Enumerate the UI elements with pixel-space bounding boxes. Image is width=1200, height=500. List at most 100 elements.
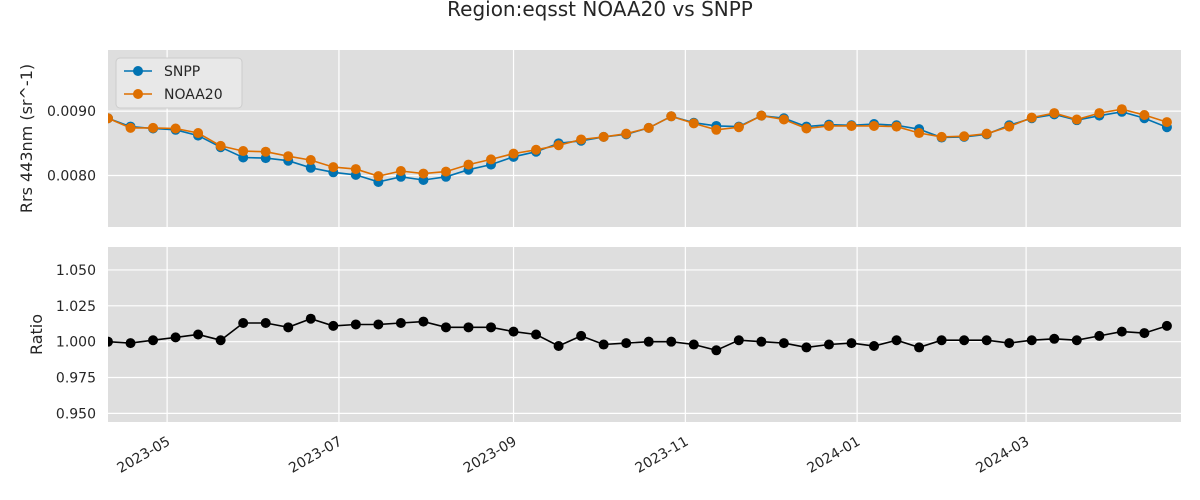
- data-point: [959, 335, 970, 346]
- data-point: [914, 342, 925, 353]
- data-point: [891, 121, 902, 132]
- data-point: [260, 146, 271, 157]
- y-tick-label: 0.0080: [47, 169, 96, 185]
- data-point: [666, 111, 677, 122]
- data-point: [283, 322, 294, 333]
- data-point: [373, 171, 384, 182]
- data-point: [305, 313, 316, 324]
- y-tick-label: 0.950: [56, 406, 96, 422]
- series-layer: [108, 104, 1172, 187]
- data-point: [576, 134, 587, 145]
- plot-area: [108, 247, 1181, 422]
- data-point: [328, 162, 339, 173]
- legend-marker: [133, 89, 143, 99]
- data-point: [283, 151, 294, 162]
- data-point: [733, 122, 744, 133]
- data-point: [215, 335, 226, 346]
- data-point: [981, 128, 992, 139]
- data-point: [981, 335, 992, 346]
- data-point: [846, 338, 857, 349]
- plot-area: [108, 50, 1181, 227]
- data-point: [215, 140, 226, 151]
- y-tick-label: 0.0090: [47, 104, 96, 120]
- data-point: [418, 316, 429, 327]
- data-point: [553, 340, 564, 351]
- data-point: [531, 329, 542, 340]
- data-point: [1026, 112, 1037, 123]
- data-point: [108, 336, 113, 347]
- x-tick-label: 2024-01: [804, 434, 863, 477]
- legend-marker: [133, 66, 143, 76]
- data-point: [1139, 328, 1150, 339]
- data-point: [576, 330, 587, 341]
- x-tick-label: 2024-03: [973, 434, 1032, 477]
- data-point: [1026, 335, 1037, 346]
- data-point: [553, 140, 564, 151]
- data-point: [711, 124, 722, 135]
- data-point: [778, 114, 789, 125]
- data-point: [395, 166, 406, 177]
- data-point: [1161, 320, 1172, 331]
- data-point: [238, 146, 249, 157]
- data-point: [148, 335, 159, 346]
- data-point: [148, 122, 159, 133]
- data-point: [959, 131, 970, 142]
- x-tick-label: 2023-09: [461, 434, 520, 477]
- data-point: [869, 120, 880, 131]
- data-point: [869, 340, 880, 351]
- data-point: [508, 148, 519, 159]
- data-point: [823, 120, 834, 131]
- data-point: [914, 128, 925, 139]
- y-tick-label: 1.000: [56, 335, 96, 351]
- y-tick-label: 1.050: [56, 263, 96, 279]
- data-point: [440, 322, 451, 333]
- data-point: [305, 155, 316, 166]
- data-point: [108, 113, 113, 124]
- data-point: [418, 168, 429, 179]
- x-tick-label: 2023-07: [286, 434, 345, 477]
- data-point: [621, 338, 632, 349]
- data-point: [643, 336, 654, 347]
- data-point: [531, 144, 542, 155]
- data-point: [1139, 110, 1150, 121]
- series-layer: [108, 313, 1172, 356]
- data-point: [711, 345, 722, 356]
- data-point: [305, 162, 316, 173]
- ratio-panel: 0.950 0.975 1.000 1.025 1.050 2023-05 2023-07 2…: [27, 247, 1181, 477]
- data-point: [1116, 326, 1127, 337]
- data-point: [373, 319, 384, 330]
- data-point: [688, 339, 699, 350]
- data-point: [936, 131, 947, 142]
- data-point: [486, 154, 497, 165]
- data-point: [1071, 114, 1082, 125]
- data-point: [598, 339, 609, 350]
- data-point: [1049, 333, 1060, 344]
- data-point: [801, 342, 812, 353]
- data-point: [328, 320, 339, 331]
- data-point: [395, 318, 406, 329]
- data-point: [238, 318, 249, 329]
- data-point: [688, 118, 699, 129]
- data-point: [666, 336, 677, 347]
- data-point: [125, 338, 136, 349]
- data-point: [756, 336, 767, 347]
- y-axis-label: Rrs 443nm (sr^-1): [17, 64, 36, 213]
- data-point: [823, 339, 834, 350]
- data-point: [350, 164, 361, 175]
- data-point: [891, 335, 902, 346]
- data-point: [463, 159, 474, 170]
- data-point: [440, 166, 451, 177]
- legend-label: NOAA20: [164, 87, 223, 103]
- data-point: [1094, 330, 1105, 341]
- y-axis-label: Ratio: [27, 314, 46, 355]
- x-tick-label: 2023-11: [633, 434, 692, 477]
- data-point: [193, 329, 204, 340]
- data-point: [1049, 108, 1060, 119]
- y-tick-label: 1.025: [56, 299, 96, 315]
- y-tick-label: 0.975: [56, 371, 96, 387]
- data-point: [733, 335, 744, 346]
- data-point: [260, 318, 271, 329]
- data-point: [463, 322, 474, 333]
- data-point: [598, 131, 609, 142]
